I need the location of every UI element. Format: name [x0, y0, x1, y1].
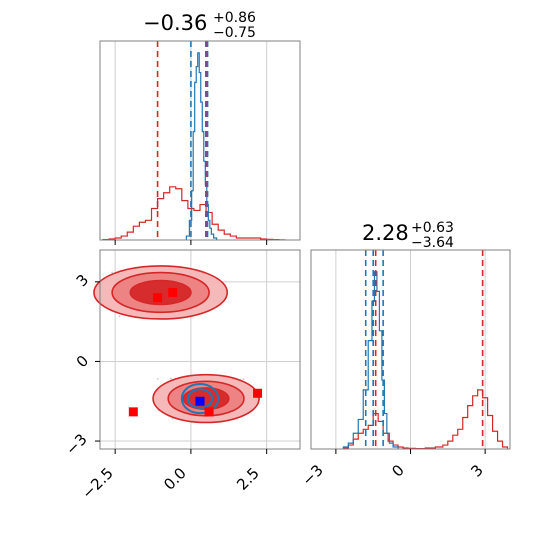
sample-point — [170, 377, 172, 380]
sample-point — [242, 378, 245, 381]
sample-point — [156, 377, 159, 380]
sample-point — [118, 315, 121, 318]
red-marker — [168, 287, 178, 297]
title-bottom-right-plus: +0.63 — [411, 220, 454, 236]
x-tick-label-right-3: 3 — [467, 461, 486, 480]
title-top-left: −0.36 +0.86 −0.75 — [143, 10, 256, 41]
sample-point — [171, 417, 174, 420]
panel-frame — [99, 249, 301, 450]
panel-frame — [99, 40, 301, 241]
blue-histogram — [185, 52, 218, 240]
x-tick-label-left-2: 0.0 — [160, 464, 190, 494]
panel-bottom-left-contour — [93, 249, 301, 454]
red-marker — [128, 407, 138, 417]
y-tick-label-top: 3 — [73, 271, 92, 290]
red-marker — [204, 407, 214, 417]
blue-contour-level — [180, 382, 220, 415]
x-tick-label-left-3: 2.5 — [233, 464, 263, 494]
sample-point — [111, 271, 114, 274]
red-marker — [153, 293, 163, 303]
y-tick-label-bottom: −3 — [62, 430, 90, 458]
x-tick-label-right-2: 0 — [388, 461, 407, 480]
blue-contour-level — [186, 388, 214, 409]
y-tick-labels: 3 0 −3 — [62, 271, 92, 459]
title-top-left-minus: −0.75 — [213, 25, 256, 41]
title-bottom-right-minus: −3.64 — [411, 235, 454, 251]
x-tick-labels-right: −3 0 3 — [298, 461, 486, 489]
red-histogram — [342, 389, 509, 450]
title-top-left-plus: +0.86 — [213, 10, 256, 26]
title-bottom-right-value: 2.28 — [362, 221, 409, 245]
x-tick-label-left-1: −2.5 — [78, 464, 116, 502]
red-histogram — [102, 186, 286, 241]
title-bottom-right: 2.28 +0.63 −3.64 — [362, 220, 454, 251]
y-tick-label-mid: 0 — [73, 352, 92, 371]
x-tick-labels-left: −2.5 0.0 2.5 — [78, 464, 262, 502]
red-marker — [253, 388, 263, 398]
title-top-left-value: −0.36 — [143, 11, 207, 35]
x-tick-label-right-1: −3 — [298, 461, 326, 489]
blue-marker — [195, 396, 205, 406]
red-contour-level — [129, 279, 192, 306]
panel-top-left-histogram — [99, 40, 301, 245]
blue-histogram — [342, 271, 399, 449]
panel-bottom-right-histogram — [310, 249, 511, 454]
